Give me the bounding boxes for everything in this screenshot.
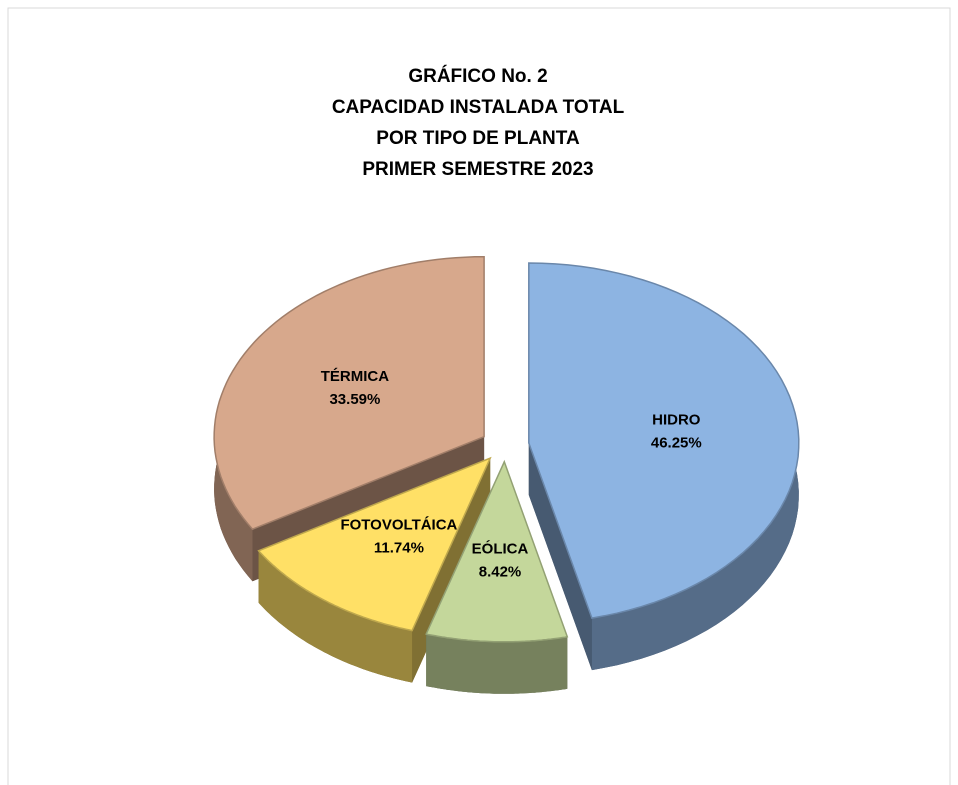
slice-top [425,459,569,643]
slice-top [257,456,492,632]
data-label-name: EÓLICA [472,540,529,558]
data-label-name: TÉRMICA [321,368,389,385]
chart-title: PRIMER SEMESTRE 2023 [362,159,593,180]
data-label-value: 11.74% [374,539,424,556]
slice-top [528,262,800,619]
slice-rim [258,550,413,683]
data-label-value: 8.42% [479,564,522,581]
chart-title: GRÁFICO No. 2 [408,65,547,87]
data-label-name: HIDRO [652,411,701,428]
pie-slice [425,459,569,694]
data-label-value: 33.59% [329,391,380,408]
slice-rim [426,634,568,694]
chart-title: POR TIPO DE PLANTA [376,128,580,149]
data-label-value: 46.25% [651,434,702,451]
data-label-name: FOTOVOLTÁICA [340,516,457,533]
pie-slice [528,262,800,671]
chart-title: CAPACIDAD INSTALADA TOTAL [332,97,625,118]
slice-wall [528,443,592,671]
slice-top [213,255,485,531]
